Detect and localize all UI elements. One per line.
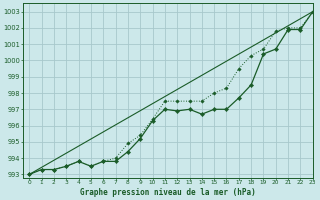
X-axis label: Graphe pression niveau de la mer (hPa): Graphe pression niveau de la mer (hPa): [80, 188, 256, 197]
